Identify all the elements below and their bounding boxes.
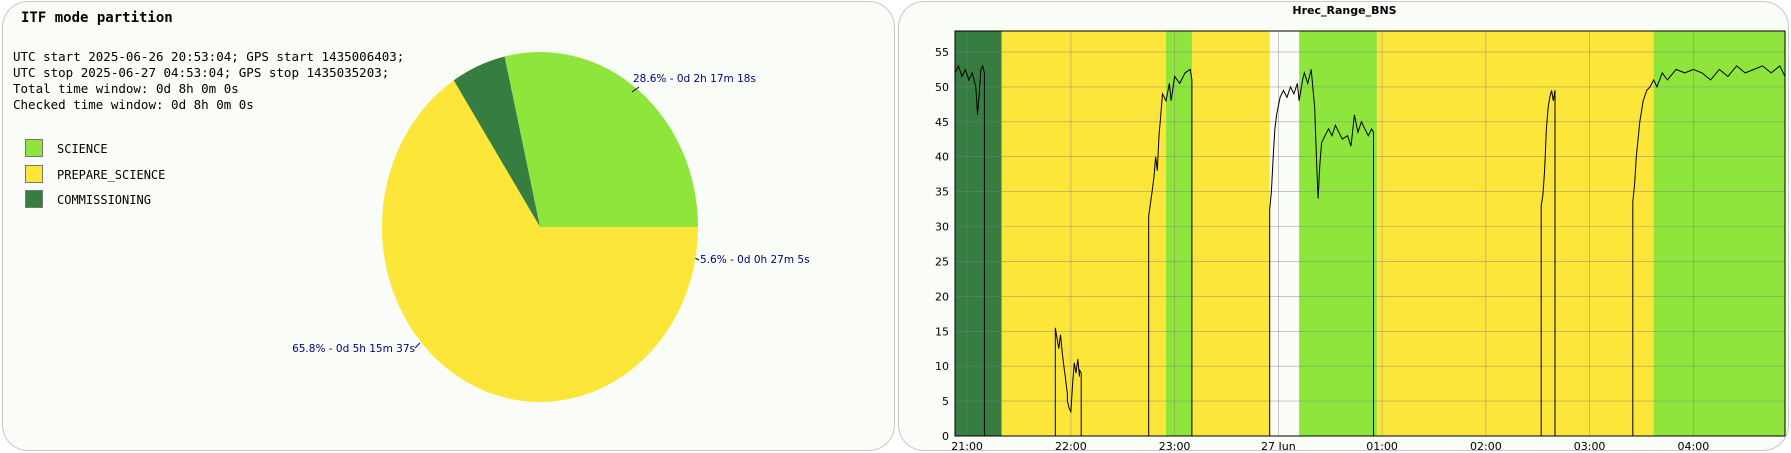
y-tick-label-5: 5 (942, 395, 949, 408)
mode-band-science-3 (1299, 31, 1377, 436)
checked-time-window-line: Checked time window: 0d 8h 0m 0s (13, 97, 254, 112)
legend-swatch-science (25, 139, 43, 157)
total-time-window-line: Total time window: 0d 8h 0m 0s (13, 81, 239, 96)
x-tick-label-21-00: 21:00 (951, 440, 983, 451)
y-tick-label-35: 35 (935, 186, 949, 199)
pie-slice-prepare-science (381, 80, 698, 402)
range-line-chart: 0 5 10 15 20 25 30 35 40 45 50 55 21:00 22:00 23:00 27 … (935, 30, 1786, 451)
y-tick-label-45: 45 (935, 116, 949, 129)
x-tick-label-02-00: 02:00 (1470, 440, 1502, 451)
mode-band-commissioning-0 (955, 31, 1002, 436)
legend-label-science: SCIENCE (57, 142, 108, 156)
pie-slice-science (504, 52, 698, 228)
pie-label-commissioning: 5.6% - 0d 0h 27m 5s (700, 254, 810, 266)
pie-label-leader-prepare-science (414, 342, 421, 349)
range-series-segment-4 (1540, 90, 1556, 436)
range-series-segment-0 (954, 64, 985, 436)
pie-chart: 28.6% - 0d 2h 17m 18s 5.6% - 0d 0h 27m 5s… (292, 52, 810, 402)
legend-label-commissioning: COMMISSIONING (57, 193, 151, 207)
mode-band-science-5 (1653, 31, 1785, 436)
range-series-segment-3 (1269, 69, 1374, 436)
legend-swatch-prepare-science (25, 165, 43, 183)
y-tick-label-25: 25 (935, 255, 949, 268)
range-series-segment-2 (1148, 68, 1193, 436)
pie-label-prepare-science: 65.8% - 0d 5h 15m 37s (292, 343, 415, 355)
y-tick-label-50: 50 (935, 81, 949, 94)
x-tick-label-04-00: 04:00 (1678, 440, 1710, 451)
pie-slice-commissioning (453, 56, 540, 227)
x-tick-label-27-jun: 27 Jun (1261, 440, 1296, 451)
y-tick-label-30: 30 (935, 221, 949, 234)
range-chart-title: Hrec_Range_BNS (1292, 4, 1397, 17)
range-series-segment-5 (1632, 65, 1786, 436)
mode-band-science-2 (1166, 31, 1192, 436)
utc-stop-line: UTC stop 2025-06-27 04:53:04; GPS stop 1… (13, 65, 390, 80)
pie-label-leader-science (631, 86, 640, 93)
y-tick-label-0: 0 (942, 430, 949, 443)
legend-swatch-commissioning (25, 190, 43, 208)
legend-label-prepare-science: PREPARE_SCIENCE (57, 168, 166, 182)
x-tick-label-22-00: 22:00 (1055, 440, 1087, 451)
y-tick-label-55: 55 (935, 46, 949, 59)
utc-start-line: UTC start 2025-06-26 20:53:04; GPS start… (13, 49, 405, 64)
pie-label-leader-commissioning (694, 257, 700, 261)
mode-band-prepare-science-4 (1376, 31, 1654, 436)
y-tick-label-20: 20 (935, 290, 949, 303)
range-series-segment-1 (1054, 327, 1082, 436)
x-tick-label-23-00: 23:00 (1159, 440, 1191, 451)
pie-label-science: 28.6% - 0d 2h 17m 18s (633, 73, 756, 85)
y-tick-label-40: 40 (935, 151, 949, 164)
mode-band-prepare-science-1 (1001, 31, 1270, 436)
pie-chart-title: ITF mode partition (21, 10, 173, 26)
y-tick-label-15: 15 (935, 325, 949, 338)
y-tick-label-10: 10 (935, 360, 949, 373)
mode-partition-panel: ITF mode partition UTC start 2025-06-26 … (2, 1, 895, 451)
x-tick-label-03-00: 03:00 (1574, 440, 1606, 451)
x-tick-label-01-00: 01:00 (1366, 440, 1398, 451)
range-chart-panel: Hrec_Range_BNS 0 5 10 15 20 25 30 35 40 45 50 55 21:… (898, 1, 1789, 451)
